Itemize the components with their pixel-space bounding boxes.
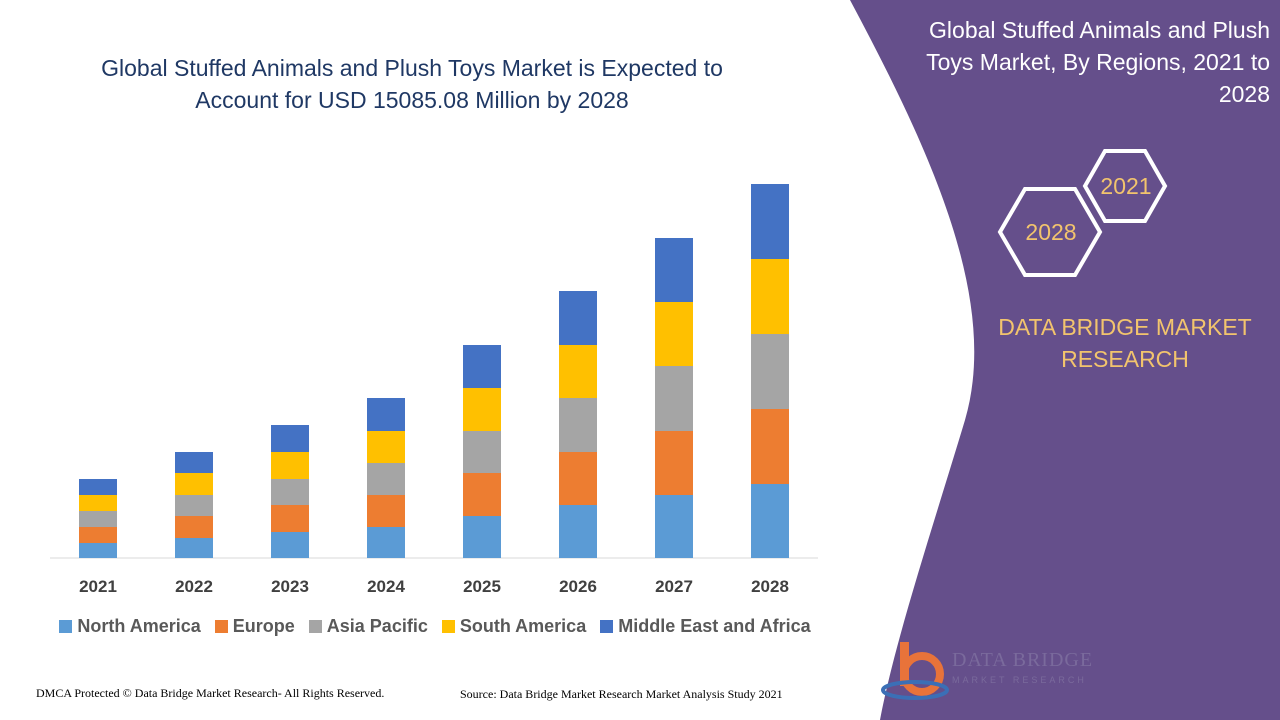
- x-tick-label: 2022: [175, 577, 213, 596]
- bar-segment: [655, 431, 693, 495]
- bar-segment: [79, 511, 117, 527]
- bar-segment: [463, 431, 501, 473]
- brand-name: DATA BRIDGE MARKET RESEARCH: [998, 314, 1252, 372]
- bar-segment: [559, 505, 597, 558]
- bar-segment: [655, 366, 693, 431]
- bar-segment: [271, 505, 309, 532]
- plot: 2021 2022 2023 2024 2025 2026 2027 2028: [79, 184, 789, 596]
- legend-swatch: [600, 620, 614, 633]
- bar-segment: [655, 495, 693, 558]
- bar-segment: [175, 538, 213, 558]
- bar-segment: [175, 452, 213, 473]
- legend-item: North America: [59, 616, 201, 637]
- bar-segment: [367, 463, 405, 495]
- legend-swatch: [59, 620, 73, 633]
- x-tick-label: 2026: [559, 577, 597, 596]
- legend-label: Europe: [232, 616, 295, 636]
- bar-segment: [559, 452, 597, 505]
- bar-segment: [79, 527, 117, 543]
- bar-segment: [463, 473, 501, 516]
- bar-segment: [559, 398, 597, 452]
- x-tick-label: 2027: [655, 577, 693, 596]
- legend-item: Europe: [214, 616, 295, 637]
- bar-segment: [655, 302, 693, 366]
- hexagon-label: 2028: [1025, 219, 1076, 245]
- legend-item: Middle East and Africa: [600, 616, 811, 637]
- side-panel: [850, 0, 1280, 720]
- bar-segment: [655, 238, 693, 302]
- bar-segment: [463, 516, 501, 558]
- source: Source: Data Bridge Market Research Mark…: [460, 687, 783, 701]
- bar-segment: [559, 291, 597, 345]
- legend-swatch: [308, 620, 322, 633]
- legend-item: South America: [441, 616, 587, 637]
- x-tick-label: 2021: [79, 577, 117, 596]
- copyright: DMCA Protected © Data Bridge Market Rese…: [36, 686, 385, 700]
- logo-tagline: MARKET RESEARCH: [952, 675, 1087, 685]
- legend-item: Asia Pacific: [308, 616, 428, 637]
- x-tick-label: 2028: [751, 577, 789, 596]
- hexagon-label: 2021: [1100, 173, 1151, 199]
- legend-swatch: [441, 620, 455, 633]
- legend-label: North America: [77, 616, 201, 636]
- bar-segment: [367, 398, 405, 431]
- bar-segment: [751, 259, 789, 334]
- legend: North America Europe Asia Pacific South Ame…: [40, 616, 830, 637]
- bar-segment: [559, 345, 597, 398]
- hexagon: [997, 187, 1103, 277]
- legend-label: South America: [459, 616, 587, 636]
- bar-segment: [751, 334, 789, 409]
- legend-label: Middle East and Africa: [618, 616, 811, 636]
- bar-segment: [271, 452, 309, 479]
- bar-segment: [751, 484, 789, 558]
- bar-segment: [271, 532, 309, 558]
- logo-name: DATA BRIDGE: [952, 649, 1094, 671]
- side-title: Global Stuffed Animals and Plush Toys Ma…: [926, 17, 1270, 107]
- bar-segment: [271, 479, 309, 505]
- legend-swatch: [214, 620, 228, 633]
- x-tick-label: 2023: [271, 577, 309, 596]
- bar-segment: [751, 409, 789, 484]
- x-tick-label: 2025: [463, 577, 501, 596]
- bar-segment: [367, 431, 405, 463]
- bar-segment: [175, 495, 213, 516]
- bar-segment: [271, 425, 309, 452]
- hexagon: [1082, 149, 1168, 223]
- bar-segment: [463, 345, 501, 388]
- logo-mark: [881, 642, 949, 700]
- bar-segment: [79, 479, 117, 495]
- bar-segment: [751, 184, 789, 259]
- bar-segment: [175, 473, 213, 495]
- bar-segment: [79, 543, 117, 558]
- chart-title: Global Stuffed Animals and Plush Toys Ma…: [101, 55, 723, 113]
- x-tick-label: 2024: [367, 577, 405, 596]
- bar-segment: [79, 495, 117, 511]
- logo-shape: [881, 680, 949, 700]
- legend-label: Asia Pacific: [326, 616, 428, 636]
- bar-segment: [367, 527, 405, 558]
- logo-shape: [900, 652, 944, 696]
- bar-segment: [175, 516, 213, 538]
- bar-segment: [367, 495, 405, 527]
- bar-segment: [463, 388, 501, 431]
